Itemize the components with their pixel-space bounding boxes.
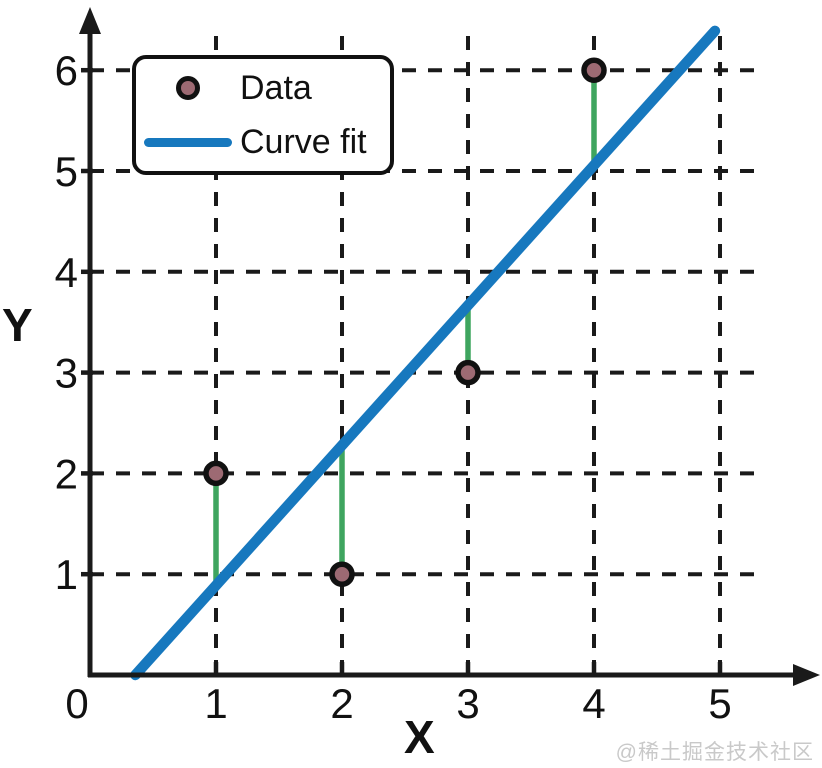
legend-label-curve-fit: Curve fit: [240, 123, 367, 161]
y-tick-label: 6: [55, 47, 78, 94]
x-axis-arrow-icon: [793, 664, 820, 686]
data-point: [203, 460, 229, 487]
x-tick-label: 0: [65, 680, 88, 727]
y-tick-label: 2: [55, 450, 78, 497]
watermark: @稀土掘金技术社区: [615, 741, 814, 764]
y-tick-label: 5: [55, 148, 78, 195]
x-tick-label: 2: [330, 680, 353, 727]
legend-entry-data: Data: [136, 65, 390, 111]
curve-fit-line-icon: [144, 137, 232, 147]
data-point: [329, 561, 355, 587]
y-tick-label: 1: [55, 551, 78, 598]
x-axis-label: X: [404, 711, 435, 763]
data-point: [455, 359, 481, 386]
x-tick-label: 5: [708, 680, 731, 727]
data-marker-icon: [176, 76, 200, 100]
data-point: [581, 57, 607, 83]
x-tick-label: 4: [582, 680, 605, 727]
legend-entry-curve-fit: Curve fit: [136, 119, 390, 165]
y-axis-arrow-icon: [79, 7, 101, 34]
y-tick-label: 4: [55, 249, 78, 296]
y-tick-label: 3: [55, 350, 78, 397]
x-tick-label: 1: [204, 680, 227, 727]
legend: Data Curve fit: [132, 55, 394, 175]
y-axis-label: Y: [2, 299, 33, 351]
x-tick-label: 3: [456, 680, 479, 727]
curve-fit-line: [130, 25, 721, 681]
legend-label-data: Data: [240, 69, 312, 107]
